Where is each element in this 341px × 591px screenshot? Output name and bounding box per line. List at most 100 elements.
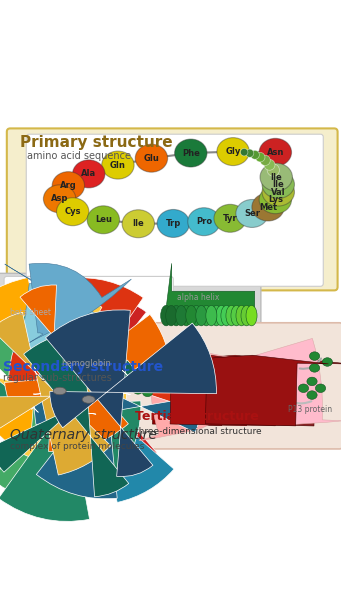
- Text: Glu: Glu: [144, 154, 159, 163]
- Text: Primary structure: Primary structure: [20, 135, 173, 150]
- FancyBboxPatch shape: [0, 273, 261, 361]
- Ellipse shape: [214, 204, 246, 232]
- Text: Asn: Asn: [267, 148, 284, 157]
- Ellipse shape: [246, 306, 257, 326]
- Text: Trp: Trp: [166, 219, 181, 228]
- Ellipse shape: [310, 352, 320, 361]
- Ellipse shape: [52, 171, 85, 200]
- Circle shape: [267, 164, 279, 176]
- Ellipse shape: [307, 391, 317, 400]
- Text: Tyr: Tyr: [223, 214, 237, 223]
- Ellipse shape: [260, 163, 293, 191]
- Ellipse shape: [217, 138, 249, 165]
- Text: P13 protein: P13 protein: [288, 405, 332, 414]
- Ellipse shape: [236, 200, 268, 228]
- Ellipse shape: [211, 306, 222, 326]
- Ellipse shape: [322, 358, 332, 366]
- Text: three-dimensional structure: three-dimensional structure: [135, 427, 261, 436]
- Ellipse shape: [181, 306, 192, 326]
- Text: alpha helix: alpha helix: [177, 293, 220, 303]
- Text: beta sheet: beta sheet: [10, 309, 51, 317]
- Ellipse shape: [315, 384, 326, 392]
- Ellipse shape: [166, 306, 177, 326]
- Text: Ser: Ser: [244, 209, 260, 218]
- Text: Secondary structure: Secondary structure: [3, 359, 164, 374]
- Ellipse shape: [133, 385, 143, 394]
- Text: Ala: Ala: [81, 170, 96, 178]
- Text: Gly: Gly: [225, 147, 241, 156]
- Text: Phe: Phe: [182, 148, 200, 158]
- Circle shape: [240, 148, 248, 156]
- Ellipse shape: [196, 306, 207, 326]
- Ellipse shape: [57, 198, 89, 226]
- Ellipse shape: [298, 384, 309, 392]
- Ellipse shape: [262, 178, 295, 206]
- Ellipse shape: [186, 306, 197, 326]
- Text: Asp: Asp: [51, 194, 68, 203]
- Ellipse shape: [259, 138, 292, 166]
- Text: Met: Met: [259, 203, 277, 212]
- Ellipse shape: [259, 186, 292, 214]
- Text: Lys: Lys: [268, 195, 283, 204]
- Text: Val: Val: [271, 187, 285, 197]
- Ellipse shape: [143, 388, 153, 397]
- Text: Quaternary structure: Quaternary structure: [10, 428, 157, 442]
- Ellipse shape: [53, 387, 66, 395]
- Text: hemoglobin: hemoglobin: [61, 359, 111, 368]
- Ellipse shape: [201, 306, 212, 326]
- FancyBboxPatch shape: [4, 277, 173, 357]
- Text: Cys: Cys: [64, 207, 81, 216]
- Ellipse shape: [226, 306, 237, 326]
- Text: Leu: Leu: [95, 215, 112, 224]
- Ellipse shape: [150, 357, 160, 365]
- Ellipse shape: [148, 382, 159, 390]
- Circle shape: [264, 160, 275, 170]
- Ellipse shape: [73, 160, 105, 188]
- Text: Gln: Gln: [110, 161, 126, 170]
- Ellipse shape: [150, 371, 160, 379]
- Ellipse shape: [216, 306, 227, 326]
- Ellipse shape: [236, 306, 247, 326]
- Text: regular sub-structures: regular sub-structures: [3, 374, 112, 383]
- Ellipse shape: [122, 210, 154, 238]
- Text: amino acid sequence: amino acid sequence: [27, 151, 131, 161]
- Ellipse shape: [133, 378, 143, 386]
- Text: Ile: Ile: [132, 219, 144, 228]
- Ellipse shape: [206, 306, 217, 326]
- Ellipse shape: [82, 396, 95, 403]
- Ellipse shape: [43, 185, 76, 213]
- FancyBboxPatch shape: [124, 323, 341, 449]
- Ellipse shape: [175, 139, 207, 167]
- Text: Pro: Pro: [196, 217, 212, 226]
- Ellipse shape: [241, 306, 252, 326]
- Text: Ile: Ile: [270, 173, 282, 181]
- Ellipse shape: [143, 375, 153, 384]
- Ellipse shape: [188, 207, 220, 236]
- Ellipse shape: [191, 306, 202, 326]
- Ellipse shape: [171, 306, 182, 326]
- Ellipse shape: [176, 306, 187, 326]
- Ellipse shape: [310, 363, 320, 372]
- Ellipse shape: [252, 193, 284, 221]
- FancyBboxPatch shape: [26, 134, 323, 286]
- Circle shape: [260, 155, 270, 165]
- Ellipse shape: [161, 306, 172, 326]
- Ellipse shape: [142, 363, 152, 372]
- Ellipse shape: [87, 206, 120, 234]
- Ellipse shape: [221, 306, 232, 326]
- Ellipse shape: [135, 144, 168, 172]
- Ellipse shape: [307, 377, 317, 386]
- Ellipse shape: [231, 306, 242, 326]
- Text: complex of protein molecules: complex of protein molecules: [10, 441, 145, 451]
- Ellipse shape: [102, 151, 134, 179]
- FancyBboxPatch shape: [7, 128, 338, 290]
- Ellipse shape: [159, 363, 169, 372]
- Circle shape: [251, 150, 260, 159]
- Ellipse shape: [262, 170, 295, 199]
- Text: Ile: Ile: [272, 180, 284, 189]
- Text: Arg: Arg: [60, 181, 77, 190]
- Circle shape: [255, 152, 265, 162]
- Circle shape: [246, 149, 254, 157]
- Text: Tertiary structure: Tertiary structure: [135, 410, 258, 423]
- Ellipse shape: [157, 209, 190, 238]
